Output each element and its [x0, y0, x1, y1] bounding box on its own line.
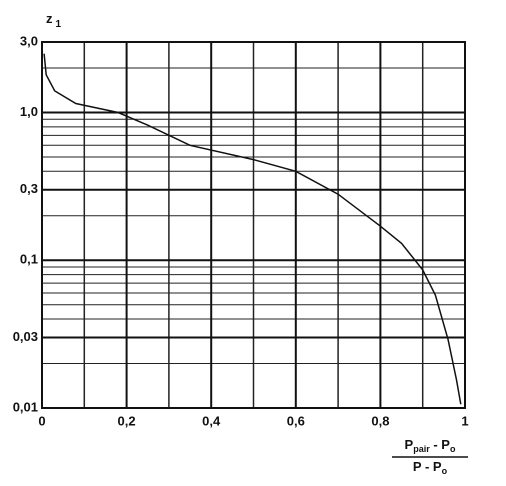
y-tick-label: 0,1: [20, 252, 38, 267]
x-tick-label: 0,6: [287, 413, 305, 428]
subscript: o: [450, 444, 456, 454]
curve: [43, 53, 462, 405]
y-tick-label: 3,0: [20, 33, 38, 48]
subscript: o: [442, 466, 448, 476]
x-tick-label: 0,8: [371, 413, 389, 428]
label-part: - P: [430, 437, 451, 452]
x-tick-label: 0,4: [202, 413, 221, 428]
plot-frame: [41, 41, 466, 409]
x-label-numerator: Ppair - Po: [405, 437, 456, 454]
y-tick-label: 1,0: [20, 104, 38, 119]
y-tick-label: 0,03: [13, 329, 38, 344]
y-tick-label: 0,01: [13, 399, 38, 414]
y-tick-label: 0,3: [20, 181, 38, 196]
subscript: pair: [413, 444, 430, 454]
label-part: P: [405, 437, 414, 452]
x-tick-label: 1: [461, 413, 468, 428]
label-part: P - P: [413, 459, 442, 474]
x-tick-label: 0: [38, 413, 45, 428]
x-tick-label: 0,2: [118, 413, 136, 428]
x-label-denominator: P - Po: [413, 459, 448, 476]
x-axis-label: Ppair - Po P - Po: [392, 437, 468, 476]
